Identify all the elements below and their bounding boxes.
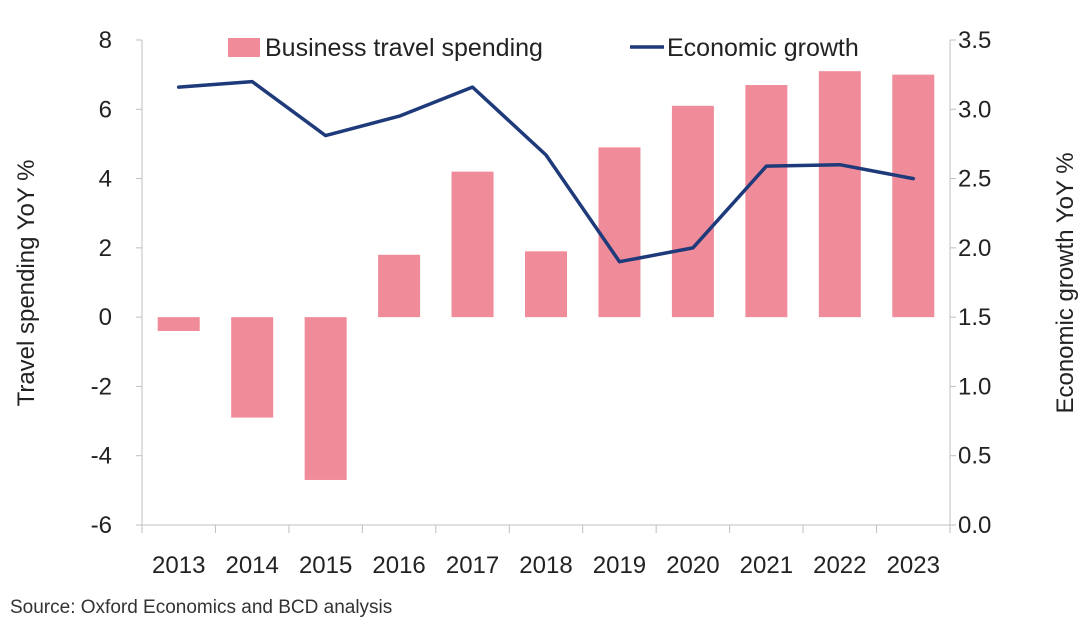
y-right-tick-label: 0.5 — [958, 443, 991, 470]
y-tick-label: 4 — [99, 166, 112, 193]
x-tick-label: 2014 — [225, 552, 278, 579]
x-tick-label: 2022 — [813, 552, 866, 579]
bar-2013 — [157, 317, 200, 331]
y-right-tick-label: 1.0 — [958, 373, 991, 400]
x-tick-label: 2013 — [152, 552, 205, 579]
x-tick-label: 2020 — [666, 552, 719, 579]
y-tick-label: 2 — [99, 235, 112, 262]
x-tick-label: 2017 — [446, 552, 499, 579]
y-right-tick-label: 3.5 — [958, 27, 991, 54]
y-right-tick-label: 2.5 — [958, 166, 991, 193]
legend-label: Economic growth — [667, 34, 859, 62]
y-tick-label: 6 — [99, 96, 112, 123]
bar-2017 — [451, 171, 494, 318]
bar-2019 — [598, 147, 641, 318]
y-right-axis-title: Economic growth YoY % — [1052, 152, 1079, 413]
y-tick-label: 8 — [99, 27, 112, 54]
y-right-tick-label: 1.5 — [958, 304, 991, 331]
bar-2018 — [525, 251, 567, 318]
bar-2020 — [671, 105, 714, 318]
y-right-tick-label: 3.0 — [958, 96, 991, 123]
y-tick-label: -4 — [91, 443, 112, 470]
x-tick-label: 2016 — [372, 552, 425, 579]
legend-label: Business travel spending — [265, 34, 543, 62]
bar-2021 — [745, 85, 788, 318]
economic-growth-line — [176, 79, 916, 264]
y-axis-title: Travel spending YoY % — [13, 160, 40, 407]
x-tick-label: 2015 — [299, 552, 352, 579]
legend-bar-swatch — [228, 38, 260, 57]
y-right-tick-label: 0.0 — [958, 512, 991, 539]
bar-2014 — [231, 317, 274, 418]
y-right-tick-label: 2.0 — [958, 235, 991, 262]
bar-2022 — [818, 71, 861, 318]
bar-2016 — [378, 254, 421, 318]
bar-2015 — [304, 317, 347, 480]
bar-2023 — [892, 74, 935, 318]
x-tick-label: 2019 — [593, 552, 646, 579]
y-tick-label: -6 — [91, 512, 112, 539]
x-tick-label: 2023 — [887, 552, 940, 579]
x-tick-label: 2021 — [740, 552, 793, 579]
y-tick-label: 0 — [99, 304, 112, 331]
y-tick-label: -2 — [91, 373, 112, 400]
x-tick-label: 2018 — [519, 552, 572, 579]
source-note: Source: Oxford Economics and BCD analysi… — [10, 597, 393, 618]
